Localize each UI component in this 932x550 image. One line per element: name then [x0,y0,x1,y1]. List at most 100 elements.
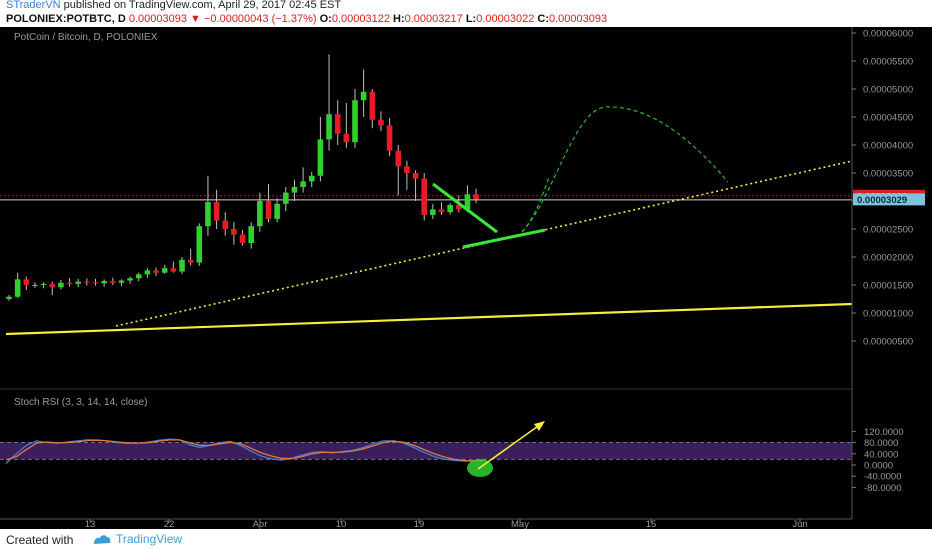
stoch-rsi-axis-label: 120.0000 [864,427,904,438]
candle [317,117,324,182]
candle [360,69,367,117]
candle-body [23,279,30,285]
candle-body [135,274,142,279]
candle [308,171,315,187]
close-value: 0.00003093 [549,13,608,25]
candle-body [196,226,203,263]
projection-arc-large [521,106,729,233]
stoch-rsi-axis-label: -80.0000 [864,483,902,494]
candle-body [101,281,107,284]
candle-body [40,283,47,285]
candle [395,145,402,196]
candle-body [161,268,168,273]
candle-body [170,268,177,272]
candle [187,248,194,266]
time-axis-label: 22 [164,519,175,529]
candle [248,222,254,249]
candle [352,89,358,148]
candle [6,295,12,301]
candle-body [153,270,159,273]
time-axis[interactable]: 13 22 Apr 10 19 May 15 Jun [0,518,852,530]
upward-arrow-line [477,423,542,470]
candle-body [430,209,436,215]
price-axis-label: 0.00005500 [863,57,913,68]
price-pane[interactable]: PotCoin / Bitcoin, D, POLONIEX [0,27,853,389]
candle [369,89,376,129]
candle-body [473,194,479,200]
candle-body [239,234,246,243]
long-support-trendline [5,302,853,336]
candle [205,175,211,236]
candle-body [300,181,306,187]
candle-body [334,114,341,134]
author-link[interactable]: STraderVN [6,0,61,11]
candle-body [404,166,410,173]
open-label: O: [319,13,332,25]
candle [40,282,47,289]
candle [343,103,350,148]
price-axis-label: 0.00001500 [863,281,913,292]
candle [196,223,203,266]
candle [135,272,142,282]
candle [127,276,133,284]
candle-body [248,226,254,243]
price-axis-label: 0.00002500 [863,225,913,236]
chart-canvas[interactable]: PotCoin / Bitcoin, D, POLONIEX Stoch RSI… [0,1,932,530]
candle-body [92,282,99,284]
candle [265,184,272,223]
candle [412,170,419,201]
candle [32,282,38,288]
candle [66,278,73,287]
stoch-rsi-axis[interactable]: 120.000080.000040.00000.0000-40.0000-80.… [852,427,904,494]
candle-body [317,139,324,176]
tradingview-logo-icon [94,535,111,544]
candle [153,267,159,277]
chart-area[interactable]: PotCoin / Bitcoin, D, POLONIEX Stoch RSI… [0,1,932,530]
candle-body [378,119,384,126]
price-axis-label: 0.00003500 [863,169,913,180]
publish-info: STraderVN published on TradingView.com, … [6,0,341,11]
close-label: C: [537,13,549,25]
low-value: 0.00003022 [476,13,535,25]
candle [101,279,107,287]
price-trendlines [5,160,853,336]
candle [170,261,177,273]
price-axis[interactable]: 0.000065000.000060000.000055000.00005000… [852,1,925,348]
candle [75,278,81,288]
candle-body [179,259,185,272]
candle-body [343,133,350,143]
tradingview-brand[interactable]: TradingView [92,532,182,546]
candle-body [58,282,64,288]
wedge-top-line [432,182,498,234]
stoch-rsi-axis-label: 40.0000 [864,449,898,460]
candle [161,264,168,274]
high-value: 0.00003217 [404,13,463,25]
candle [110,277,116,285]
candle [58,279,64,290]
price-drawings [432,106,729,249]
candle-body [291,187,298,193]
price-axis-label: 0.00002000 [863,253,913,264]
last-price: 0.00003093 [128,13,187,25]
candlestick-series [6,54,479,301]
candle-body [447,204,453,213]
candle-body [84,281,90,283]
stoch-rsi-lines [5,438,486,465]
price-axis-label: 0.00004500 [863,113,913,124]
low-label: L: [465,13,477,25]
candle [378,111,384,131]
candle-body [144,270,151,275]
candle [421,173,427,221]
candle-body [421,178,427,215]
candle [222,212,229,236]
stoch-rsi-pane[interactable]: Stoch RSI (3, 3, 14, 14, close) [0,397,852,477]
price-axis-label: 0.00000500 [863,337,913,348]
candle-body [274,203,280,219]
candle-body [6,296,12,299]
time-axis-label: Apr [253,519,268,529]
price-tag-label: 0.00003029 [857,195,907,206]
candle-body [187,259,194,263]
candle-body [118,280,125,283]
time-axis-label: 10 [336,519,347,529]
candle-body [66,282,73,284]
